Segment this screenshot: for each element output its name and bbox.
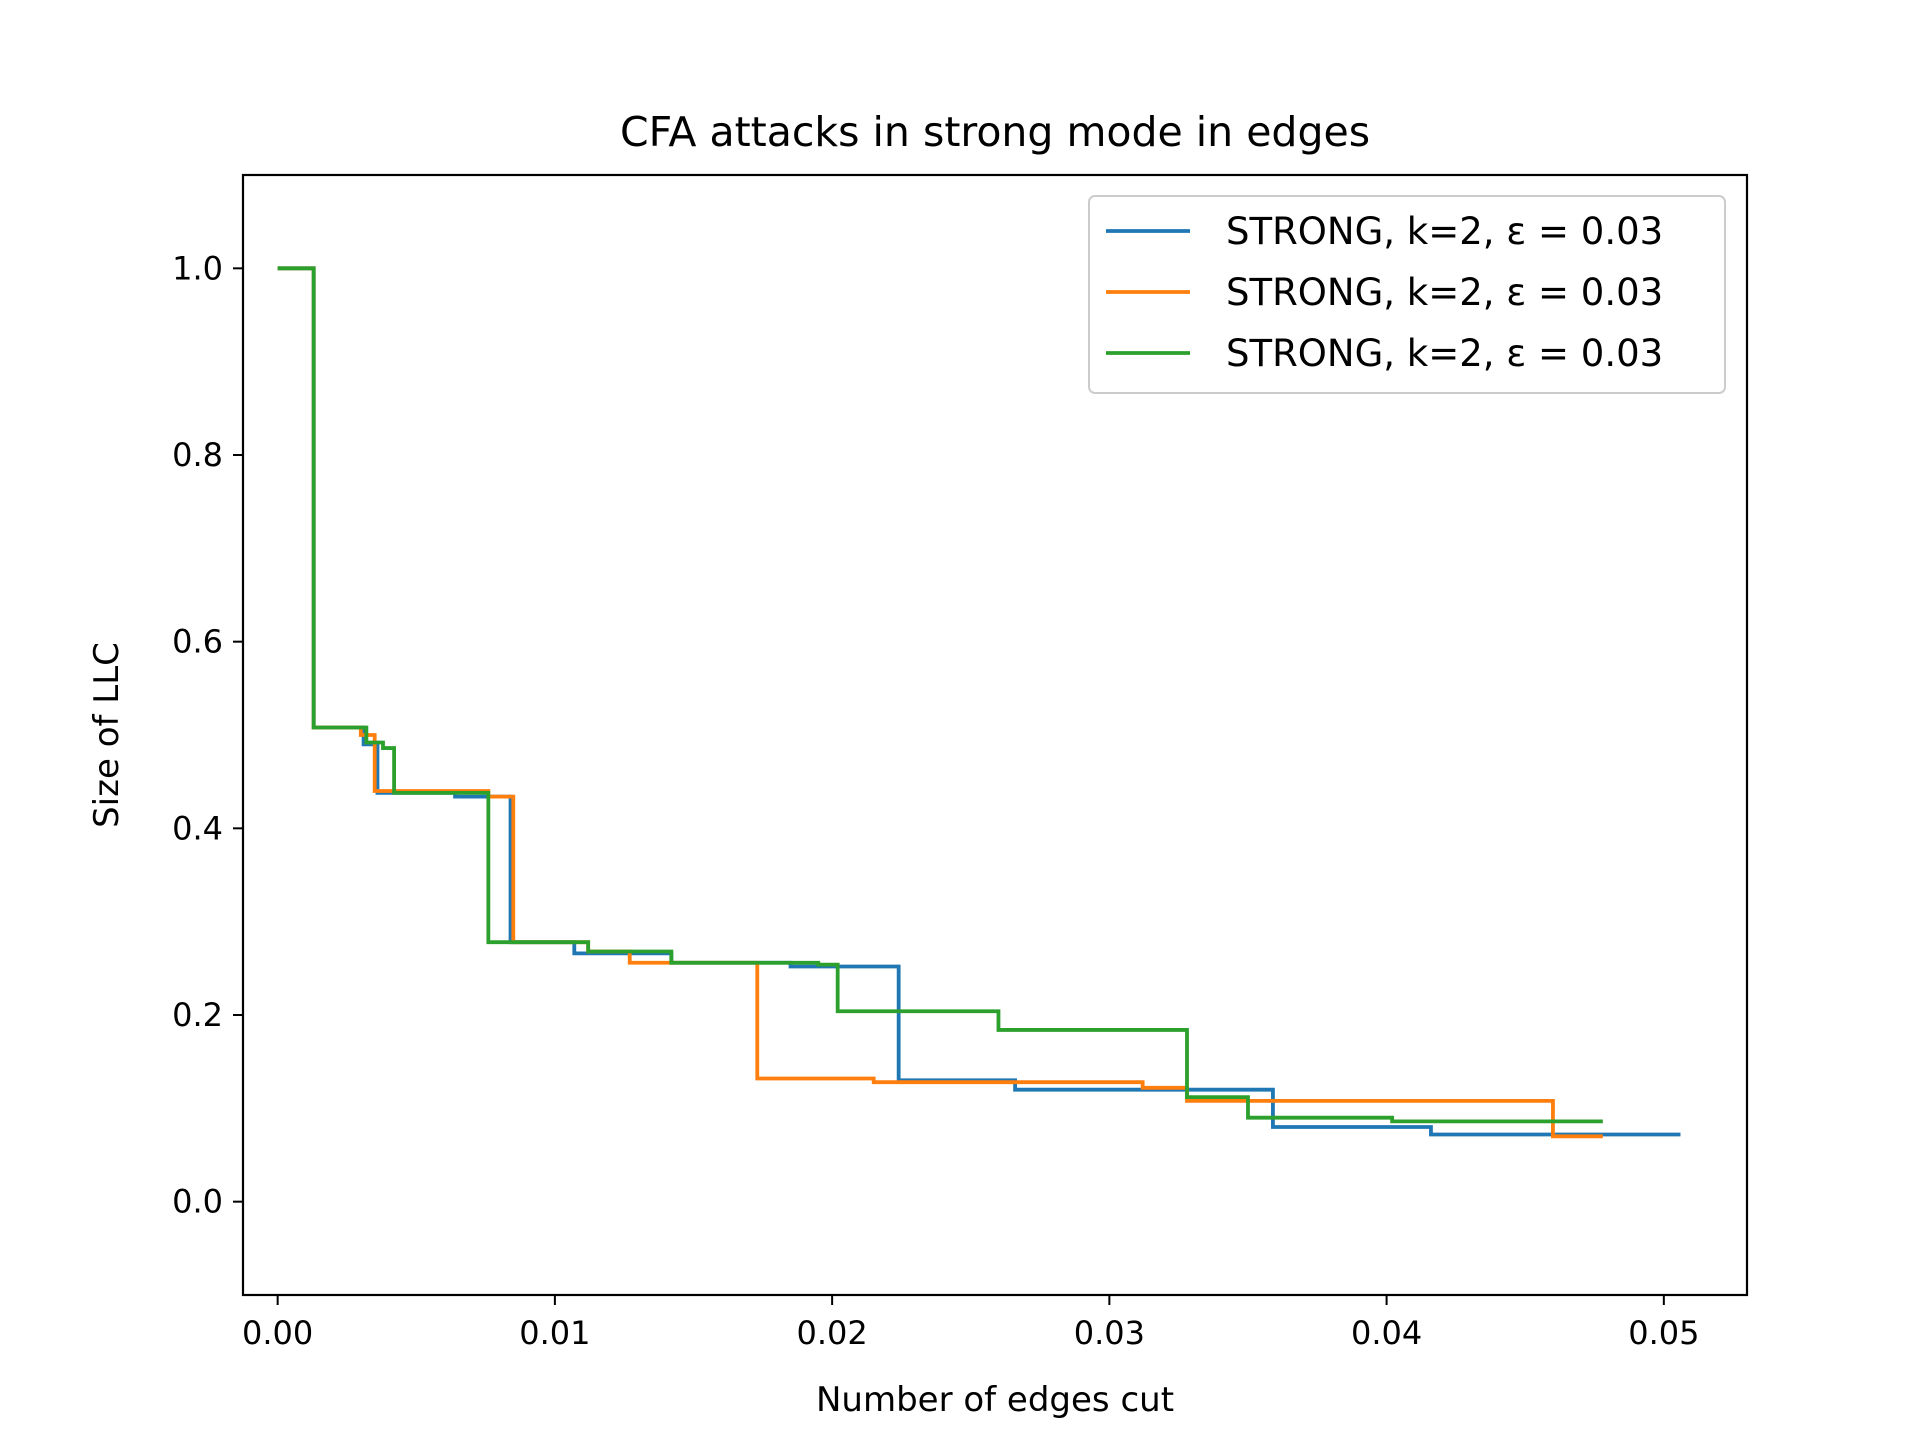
legend-box — [1088, 195, 1726, 394]
x-tick-label: 0.05 — [1628, 1314, 1699, 1352]
y-tick-label: 0.0 — [172, 1183, 223, 1221]
legend-label-3: STRONG, k=2, ε = 0.03 — [1226, 332, 1663, 375]
x-tick-label: 0.01 — [519, 1314, 590, 1352]
legend-entries: STRONG, k=2, ε = 0.03 STRONG, k=2, ε = 0.… — [1106, 210, 1663, 375]
series-line-3 — [277, 266, 1603, 1124]
legend-label-2: STRONG, k=2, ε = 0.03 — [1226, 271, 1663, 314]
plot-frame — [241, 173, 1749, 1297]
y-axis-label: Size of LLC — [87, 642, 127, 828]
x-axis-label: Number of edges cut — [816, 1380, 1174, 1420]
ticks-layer: 0.00 0.01 0.02 0.03 0.04 0.05 0.0 0.2 0.4 0.6 0.8 1… — [172, 249, 1699, 1352]
legend-label-1: STRONG, k=2, ε = 0.03 — [1226, 210, 1663, 253]
chart-title: CFA attacks in strong mode in edges — [620, 108, 1370, 156]
x-tick-label: 0.03 — [1074, 1314, 1145, 1352]
y-tick-label: 1.0 — [172, 249, 223, 287]
y-tick-label: 0.8 — [172, 436, 223, 474]
x-tick-label: 0.00 — [242, 1314, 313, 1352]
y-tick-label: 0.4 — [172, 809, 223, 847]
y-tick-label: 0.6 — [172, 623, 223, 661]
x-tick-label: 0.02 — [796, 1314, 867, 1352]
series-layer — [277, 266, 1681, 1139]
x-tick-label: 0.04 — [1351, 1314, 1422, 1352]
y-tick-label: 0.2 — [172, 996, 223, 1034]
legend: STRONG, k=2, ε = 0.03 STRONG, k=2, ε = 0.… — [1088, 195, 1726, 394]
